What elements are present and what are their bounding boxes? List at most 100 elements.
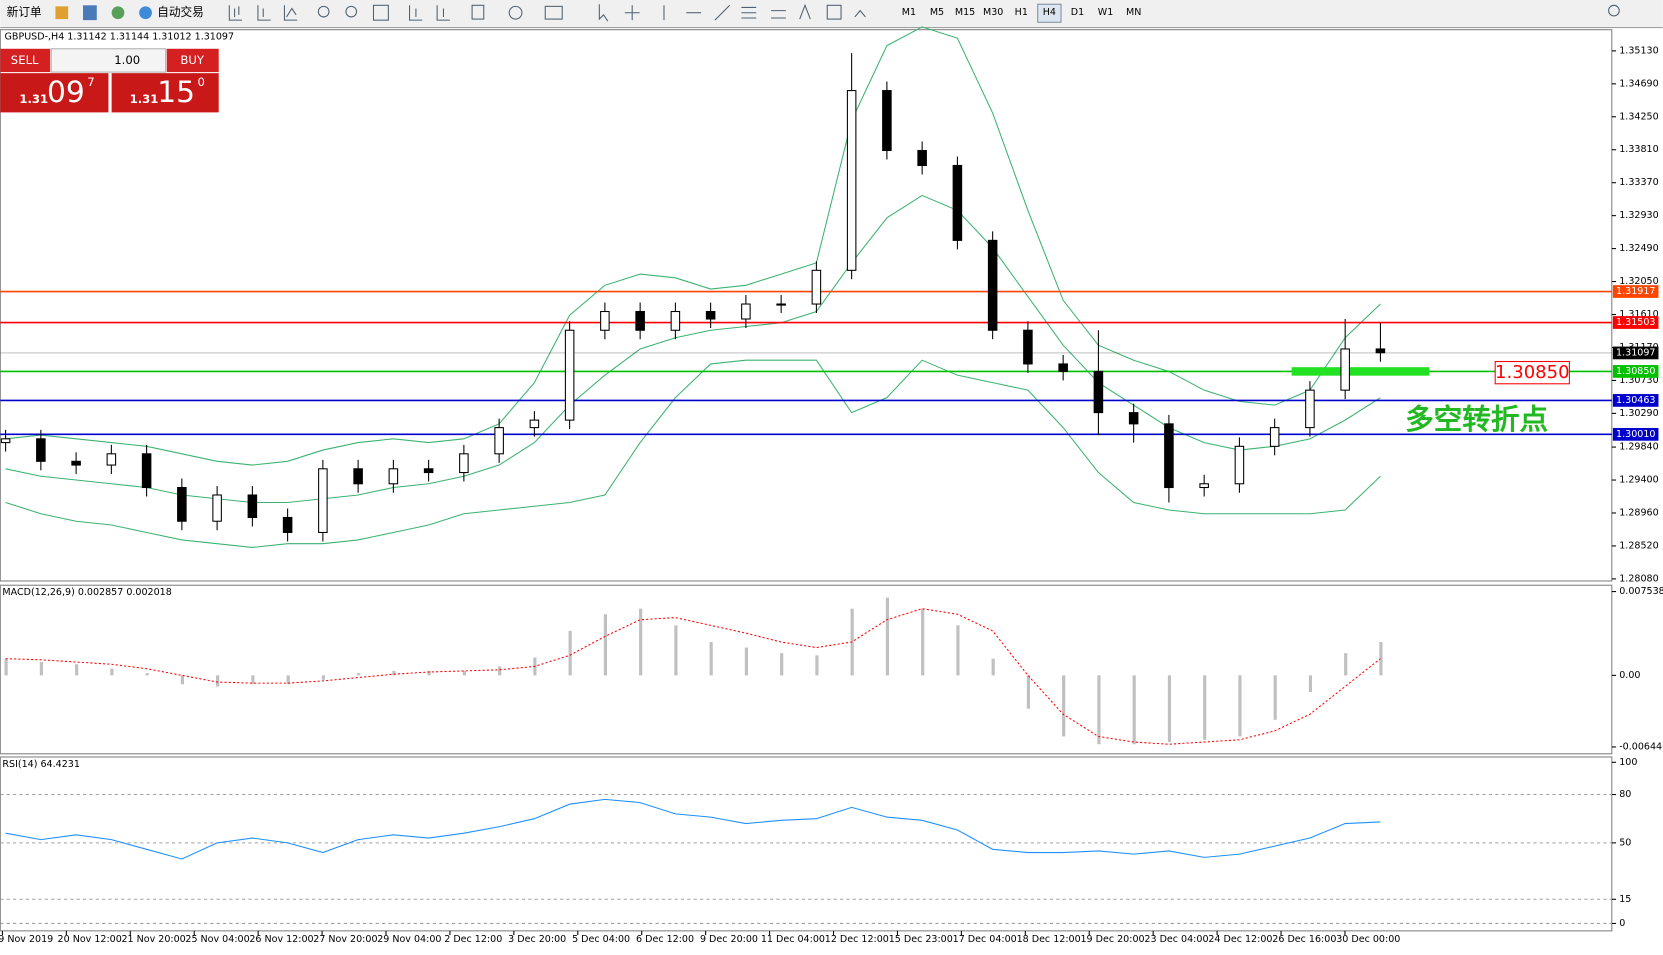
timeframe-button[interactable]: M1 bbox=[902, 7, 916, 18]
y-tick-label: 0 bbox=[1619, 918, 1625, 929]
y-tick-label: 1.34250 bbox=[1619, 111, 1658, 122]
timeframe-button[interactable]: H1 bbox=[1015, 7, 1028, 18]
price-level-label: 1.30850 bbox=[1616, 366, 1655, 377]
lot-input[interactable] bbox=[50, 48, 167, 73]
icon[interactable] bbox=[624, 5, 640, 21]
macd-bar bbox=[1132, 675, 1136, 745]
macd-bar bbox=[780, 653, 784, 676]
macd-bar bbox=[1273, 675, 1277, 720]
candle-body bbox=[212, 494, 222, 522]
macd-bar bbox=[357, 673, 361, 676]
icon[interactable] bbox=[799, 3, 811, 20]
auto-trading-label[interactable]: 自动交易 bbox=[157, 5, 204, 19]
timeframe-button[interactable]: M30 bbox=[983, 7, 1003, 18]
macd-bar bbox=[1167, 675, 1172, 743]
icon[interactable] bbox=[228, 5, 243, 21]
icon[interactable] bbox=[436, 5, 450, 21]
icon[interactable] bbox=[714, 4, 731, 21]
candle-body bbox=[846, 90, 857, 271]
price-level-label: 1.31917 bbox=[1616, 286, 1655, 297]
new-order-label[interactable]: 新订单 bbox=[7, 5, 42, 19]
plots: 1.35130 1.34690 1.34250 1.33810 1.33370 1.329… bbox=[0, 26, 1663, 929]
price-level-tag bbox=[1612, 285, 1659, 298]
lot-value[interactable]: 1.00 bbox=[114, 53, 140, 67]
icon[interactable] bbox=[345, 5, 358, 18]
icon[interactable] bbox=[854, 9, 866, 18]
icon[interactable] bbox=[55, 6, 69, 20]
price-level-label: 1.31503 bbox=[1616, 317, 1655, 328]
candle-body bbox=[1269, 427, 1280, 447]
macd-bar bbox=[1379, 642, 1383, 676]
sell-button[interactable] bbox=[0, 48, 51, 73]
timeframe-button[interactable]: M5 bbox=[930, 7, 944, 18]
buy-button[interactable] bbox=[166, 48, 219, 73]
macd-bar bbox=[921, 608, 925, 676]
candle-body bbox=[1305, 389, 1315, 429]
price-pips: 09 bbox=[47, 74, 85, 109]
timeframe-button[interactable]: D1 bbox=[1071, 7, 1084, 18]
price-fraction: 7 bbox=[87, 75, 94, 89]
x-tick-label: 18 Dec 12:00 bbox=[1017, 934, 1081, 945]
icon[interactable] bbox=[257, 5, 271, 21]
icon[interactable] bbox=[139, 6, 152, 20]
x-tick-label: 26 Dec 16:00 bbox=[1272, 934, 1336, 945]
x-tick-label: 3 Dec 20:00 bbox=[508, 934, 566, 945]
sell-label[interactable]: SELL bbox=[11, 53, 39, 67]
icon[interactable] bbox=[82, 5, 97, 21]
timeframe-button[interactable]: H4 bbox=[1043, 7, 1056, 18]
timeframe-button[interactable]: M15 bbox=[955, 7, 975, 18]
level-box bbox=[1494, 360, 1570, 385]
candle-body bbox=[247, 494, 258, 519]
candle-body bbox=[282, 516, 293, 533]
macd-signal bbox=[5, 608, 1381, 745]
y-tick-label: 1.28960 bbox=[1619, 507, 1658, 518]
pivot-annotation: 多空转折点 bbox=[1405, 402, 1548, 436]
icon[interactable] bbox=[471, 4, 485, 20]
price-level-tag bbox=[1612, 365, 1659, 378]
y-tick-label: 15 bbox=[1619, 894, 1631, 905]
y-tick-label: 1.34690 bbox=[1619, 78, 1658, 89]
buy-price-box[interactable] bbox=[111, 73, 219, 113]
x-tick-label: 25 Nov 04:00 bbox=[185, 934, 249, 945]
buy-label[interactable]: BUY bbox=[180, 53, 205, 67]
price-level-tag bbox=[1612, 346, 1659, 360]
price-prefix: 1.31 bbox=[130, 92, 159, 106]
icon[interactable] bbox=[372, 4, 389, 21]
x-tick-label: 29 Nov 04:00 bbox=[377, 934, 441, 945]
timeframe-button[interactable]: MN bbox=[1126, 7, 1141, 18]
macd-bar bbox=[392, 670, 396, 676]
macd-bar bbox=[991, 658, 995, 676]
icon[interactable] bbox=[317, 5, 330, 18]
timeframe-button[interactable]: W1 bbox=[1098, 7, 1114, 18]
bollinger-lower bbox=[5, 359, 1381, 548]
new-order-button[interactable] bbox=[3, 4, 46, 23]
macd-bar bbox=[1062, 675, 1066, 737]
y-tick-label: 50 bbox=[1619, 837, 1631, 848]
candle-body bbox=[494, 427, 504, 455]
macd-bar bbox=[1203, 675, 1207, 740]
candle-body bbox=[1058, 363, 1068, 372]
icon[interactable] bbox=[826, 4, 842, 20]
icon[interactable] bbox=[283, 5, 298, 21]
icon[interactable] bbox=[409, 5, 423, 21]
icon[interactable] bbox=[771, 10, 786, 19]
macd-bar bbox=[4, 658, 8, 676]
y-tick-label: 0.00 bbox=[1619, 670, 1640, 681]
y-tick-label: 1.30730 bbox=[1619, 375, 1658, 386]
y-tick-label: 0.007538 bbox=[1619, 586, 1663, 597]
icon[interactable] bbox=[598, 4, 609, 22]
x-tick-label: 20 Nov 12:00 bbox=[58, 934, 122, 945]
y-tick-label: 1.28520 bbox=[1619, 540, 1658, 551]
icon[interactable] bbox=[508, 5, 523, 20]
candle-body bbox=[882, 90, 892, 152]
icon[interactable] bbox=[741, 6, 757, 19]
icon[interactable] bbox=[544, 5, 563, 20]
candle-body bbox=[741, 303, 751, 320]
search-icon[interactable] bbox=[1608, 4, 1620, 17]
price-fraction: 0 bbox=[198, 75, 205, 89]
pivot-zone bbox=[1291, 367, 1430, 376]
candle-body bbox=[705, 310, 716, 320]
sell-price-box[interactable] bbox=[0, 73, 109, 113]
icon[interactable] bbox=[111, 6, 125, 20]
macd-bar bbox=[568, 630, 572, 676]
